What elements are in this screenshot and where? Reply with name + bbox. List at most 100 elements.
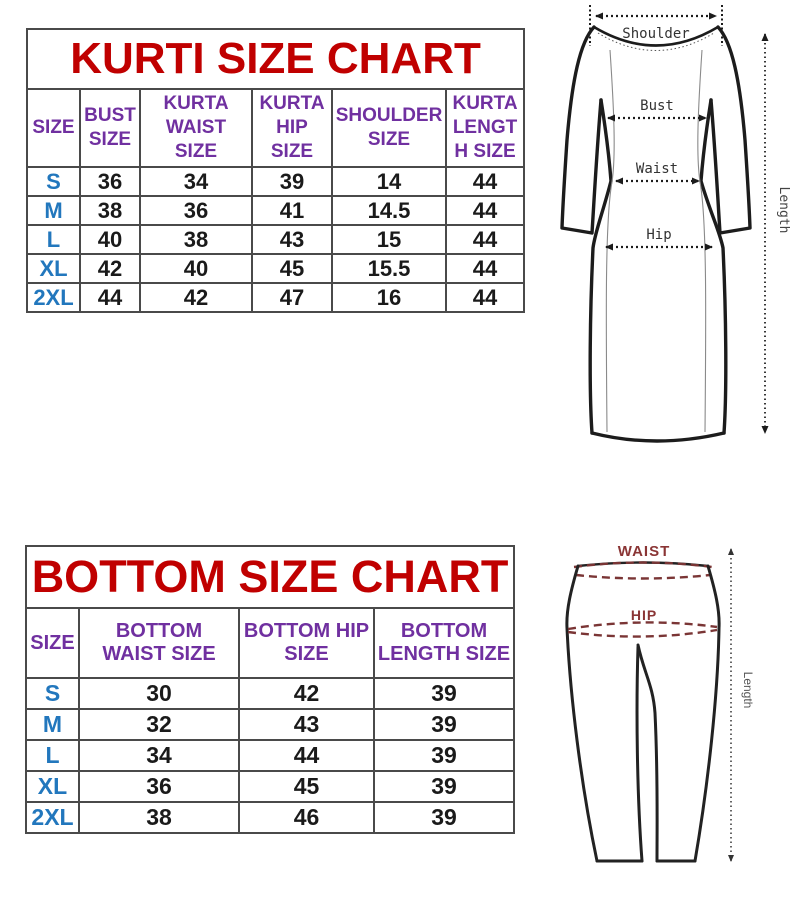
waist-dash-upper (573, 561, 713, 569)
cell-value: 14 (331, 166, 447, 197)
shoulder-label: Shoulder (622, 26, 689, 42)
kurti-body-left-edge (588, 98, 613, 435)
cell-value: 39 (372, 801, 516, 834)
kurti-chart-title: KURTI SIZE CHART (25, 28, 526, 90)
cell-value: 46 (238, 801, 375, 834)
bust-label: Bust (640, 98, 674, 114)
leggings-right-inner (636, 643, 659, 863)
gridline-stub (25, 823, 27, 830)
row-size-label: L (26, 224, 81, 255)
kurti-col-header-bust: BUST SIZE (79, 88, 141, 168)
kurti-seam-right (697, 49, 707, 433)
bottom-row-2xl: 2XL 38 46 39 (25, 801, 516, 834)
waist-label: Waist (636, 161, 678, 177)
kurti-row-s: S 36 34 39 14 44 (26, 166, 526, 197)
cell-value: 16 (331, 282, 447, 313)
cell-value: 34 (78, 739, 240, 772)
cell-value: 41 (251, 195, 333, 226)
cell-value: 36 (79, 166, 141, 197)
bottom-col-header-length: BOTTOM LENGTH SIZE (372, 607, 516, 679)
hip-dash-upper (567, 621, 718, 631)
cell-value: 40 (139, 253, 253, 284)
bottom-row-s: S 30 42 39 (25, 677, 516, 710)
cell-value: 44 (444, 282, 526, 313)
cell-value: 15 (331, 224, 447, 255)
bottom-title-row: BOTTOM SIZE CHART (24, 545, 516, 609)
bottom-measurement-diagram: WAIST HIP Length (565, 543, 755, 863)
kurti-col-header-shoulder: SHOULDER SIZE (331, 88, 447, 168)
kurti-col-header-hip: KURTA HIP SIZE (251, 88, 333, 168)
cell-value: 38 (79, 195, 141, 226)
cell-value: 43 (238, 708, 375, 741)
cell-value: 45 (238, 770, 375, 803)
cell-value: 15.5 (331, 253, 447, 284)
bottom-col-header-waist: BOTTOM WAIST SIZE (78, 607, 240, 679)
hip-dash-lower (567, 628, 718, 638)
gridline-stub (373, 823, 375, 830)
cell-value: 38 (139, 224, 253, 255)
row-size-label: M (26, 195, 81, 226)
cell-value: 39 (372, 708, 516, 741)
kurti-neckline (592, 25, 720, 47)
row-size-label: XL (25, 770, 80, 803)
cell-value: 47 (251, 282, 333, 313)
bottom-chart-title: BOTTOM SIZE CHART (24, 545, 516, 609)
kurti-col-header-waist: KURTA WAIST SIZE (139, 88, 253, 168)
waist-dash-lower (575, 573, 711, 580)
bottom-row-m: M 32 43 39 (25, 708, 516, 741)
kurti-left-sleeve (560, 25, 603, 235)
row-size-label: 2XL (26, 282, 81, 313)
leggings-left-inner (635, 645, 644, 863)
cell-value: 36 (139, 195, 253, 226)
kurti-header-row: SIZE BUST SIZE KURTA WAIST SIZE KURTA HI… (26, 88, 526, 168)
cell-value: 44 (444, 166, 526, 197)
leggings-left-outer (565, 564, 599, 863)
kurti-length-label: Length (776, 187, 791, 234)
gridline-stub (238, 823, 240, 830)
bottom-size-chart-table: BOTTOM SIZE CHART SIZE BOTTOM WAIST SIZE… (24, 545, 516, 834)
cell-value: 38 (78, 801, 240, 834)
cell-value: 40 (79, 224, 141, 255)
kurti-seam-left (605, 49, 615, 433)
cell-value: 32 (78, 708, 240, 741)
cell-value: 44 (79, 282, 141, 313)
cell-value: 44 (238, 739, 375, 772)
cell-value: 42 (238, 677, 375, 710)
row-size-label: S (25, 677, 80, 710)
kurti-row-xl: XL 42 40 45 15.5 44 (26, 253, 526, 284)
kurti-measurement-diagram: Shoulder Bust Waist Hip Length (560, 5, 791, 443)
kurti-right-sleeve (709, 25, 752, 235)
hip-label: Hip (646, 227, 671, 243)
row-size-label: 2XL (25, 801, 80, 834)
leggings-hip-label: HIP (631, 607, 657, 623)
kurti-row-l: L 40 38 43 15 44 (26, 224, 526, 255)
row-size-label: S (26, 166, 81, 197)
bottom-col-header-hip: BOTTOM HIP SIZE (238, 607, 375, 679)
cell-value: 14.5 (331, 195, 447, 226)
cell-value: 39 (372, 739, 516, 772)
cell-value: 44 (444, 253, 526, 284)
kurti-row-m: M 38 36 41 14.5 44 (26, 195, 526, 226)
row-size-label: M (25, 708, 80, 741)
bottom-header-row: SIZE BOTTOM WAIST SIZE BOTTOM HIP SIZE B… (25, 607, 516, 679)
cell-value: 39 (372, 677, 516, 710)
kurti-col-header-size: SIZE (26, 88, 81, 168)
leggings-right-outer (693, 564, 721, 863)
kurti-hem (590, 431, 726, 443)
cell-value: 34 (139, 166, 253, 197)
cell-value: 45 (251, 253, 333, 284)
cell-value: 39 (372, 770, 516, 803)
kurti-title-row: KURTI SIZE CHART (25, 28, 526, 90)
gridline-stub (78, 823, 80, 830)
cell-value: 42 (79, 253, 141, 284)
kurti-row-2xl: 2XL 44 42 47 16 44 (26, 282, 526, 313)
bottom-row-xl: XL 36 45 39 (25, 770, 516, 803)
cell-value: 39 (251, 166, 333, 197)
cell-value: 36 (78, 770, 240, 803)
cell-value: 42 (139, 282, 253, 313)
kurti-body-right-edge (699, 98, 728, 435)
leggings-waist-label: WAIST (618, 543, 671, 560)
leggings-length-label: Length (741, 672, 755, 709)
bottom-row-l: L 34 44 39 (25, 739, 516, 772)
